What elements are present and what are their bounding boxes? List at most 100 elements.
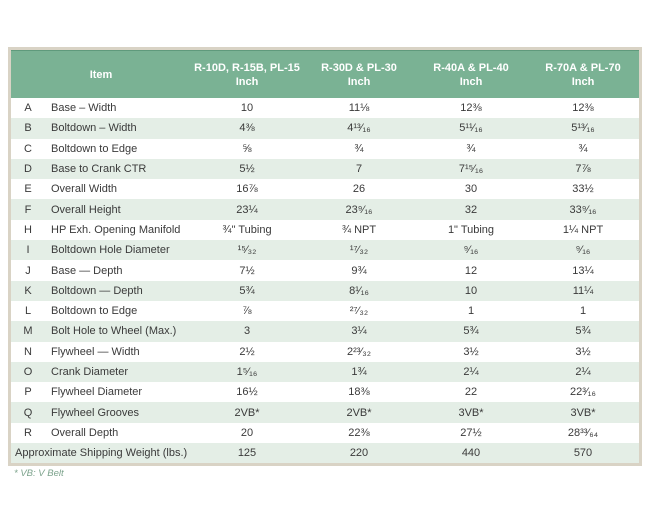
row-value: 28³³⁄₆₄ bbox=[567, 426, 599, 439]
row-letter: A bbox=[24, 102, 32, 115]
row-value: 8¹⁄₁₆ bbox=[349, 284, 369, 297]
row-letter: O bbox=[23, 366, 33, 378]
row-value: 5¹¹⁄₁₆ bbox=[459, 122, 483, 135]
row-letter: D bbox=[24, 163, 32, 176]
table-row: A Base – Width 10 11⅛ 12⅜ 12⅜ bbox=[11, 98, 639, 118]
row-value: ¹⁷⁄₃₂ bbox=[349, 244, 369, 257]
row-letter: L bbox=[24, 305, 32, 318]
spec-table: Item R-10D, R-15B, PL-15 Inch R-30D & PL-3… bbox=[8, 47, 642, 467]
row-item-label: Boltdown to Edge bbox=[51, 142, 138, 155]
table-row: I Boltdown Hole Diameter ¹⁵⁄₃₂ ¹⁷⁄₃₂ ⁹⁄₁₆ ⁹⁄₁… bbox=[11, 240, 639, 261]
row-value: 7 bbox=[355, 163, 363, 176]
row-value: ²⁷⁄₃₂ bbox=[349, 305, 369, 318]
table-row: C Boltdown to Edge ⅝ ¾ ¾ ¾ bbox=[11, 139, 639, 159]
row-value: 1¼ NPT bbox=[562, 223, 604, 236]
row-value: 32 bbox=[464, 203, 478, 216]
row-item-label: Overall Depth bbox=[51, 426, 119, 439]
row-item-label: Boltdown to Edge bbox=[51, 305, 138, 318]
row-item-label: Boltdown — Depth bbox=[51, 284, 143, 297]
row-value: 3½ bbox=[575, 345, 591, 358]
row-letter: K bbox=[24, 284, 32, 297]
table-row: O Crank Diameter 1⁵⁄₁₆ 1¾ 2¼ 2¼ bbox=[11, 361, 639, 383]
row-value: 3 bbox=[243, 325, 251, 338]
row-value: 1⁵⁄₁₆ bbox=[236, 366, 258, 378]
row-letter: Q bbox=[23, 406, 33, 419]
row-value: 3VB* bbox=[458, 406, 484, 419]
row-value: 2½ bbox=[239, 345, 255, 358]
row-value: 3¼ bbox=[351, 325, 367, 338]
row-value: 7⅞ bbox=[575, 163, 591, 176]
row-item-label: HP Exh. Opening Manifold bbox=[51, 223, 181, 236]
row-value: 2VB* bbox=[346, 406, 372, 419]
row-item-label: Base to Crank CTR bbox=[51, 163, 147, 176]
row-letter: J bbox=[25, 264, 31, 277]
row-value: 5¾ bbox=[463, 325, 479, 338]
column-header-model-4: R-70A & PL-70 Inch bbox=[545, 61, 621, 88]
row-value: 12 bbox=[464, 264, 478, 277]
row-value: 5½ bbox=[239, 163, 255, 176]
column-header-model-3: R-40A & PL-40 Inch bbox=[433, 61, 509, 88]
row-value: 5¾ bbox=[239, 284, 255, 297]
row-item-label: Flywheel Grooves bbox=[51, 406, 140, 419]
row-item-label: Base – Width bbox=[51, 102, 117, 115]
row-letter: M bbox=[23, 325, 33, 338]
row-value: 33⁹⁄₁₆ bbox=[569, 203, 597, 216]
row-value: ⅞ bbox=[242, 305, 252, 318]
table-row: R Overall Depth 20 22⅜ 27½ 28³³⁄₆₄ bbox=[11, 423, 639, 443]
row-letter: E bbox=[24, 183, 32, 196]
row-value: ⁹⁄₁₆ bbox=[575, 244, 591, 257]
table-row: L Boltdown to Edge ⅞ ²⁷⁄₃₂ 1 1 bbox=[11, 301, 639, 321]
row-letter: C bbox=[24, 142, 32, 155]
row-value: 30 bbox=[464, 183, 478, 196]
row-value: 2¼ bbox=[463, 366, 479, 378]
row-value: 16½ bbox=[236, 386, 258, 399]
table-header-row: Item R-10D, R-15B, PL-15 Inch R-30D & PL-3… bbox=[11, 50, 639, 98]
row-value: ¾" Tubing bbox=[222, 223, 272, 236]
row-value: 23¼ bbox=[236, 203, 258, 216]
row-value: 12⅜ bbox=[460, 102, 482, 115]
row-value: ¾ bbox=[466, 142, 476, 155]
table-row: E Overall Width 16⅞ 26 30 33½ bbox=[11, 179, 639, 199]
row-value: 1 bbox=[467, 305, 475, 318]
table-row: J Base — Depth 7½ 9¾ 12 13¼ bbox=[11, 260, 639, 280]
row-item-label: Overall Width bbox=[51, 183, 118, 196]
row-value: 7¹⁵⁄₁₆ bbox=[458, 163, 484, 176]
table-body: A Base – Width 10 11⅛ 12⅜ 12⅜ B Boltdown – Widt… bbox=[11, 98, 639, 443]
row-item-label: Boltdown Hole Diameter bbox=[51, 244, 170, 257]
row-letter: H bbox=[24, 223, 32, 236]
row-item-label: Overall Height bbox=[51, 203, 121, 216]
footnote-vbelt: * VB: V Belt bbox=[14, 468, 64, 479]
row-item-label: Flywheel — Width bbox=[51, 345, 140, 358]
row-item-label: Crank Diameter bbox=[51, 366, 129, 378]
row-value: 5¹³⁄₁₆ bbox=[571, 122, 595, 135]
row-value: 1 bbox=[579, 305, 587, 318]
row-value: 10 bbox=[240, 102, 254, 115]
row-letter: B bbox=[24, 122, 32, 135]
row-value: 7½ bbox=[239, 264, 255, 277]
row-value: 11¼ bbox=[572, 284, 594, 297]
row-letter: R bbox=[24, 426, 32, 439]
row-value: 13¼ bbox=[572, 264, 594, 277]
row-value: 26 bbox=[352, 183, 366, 196]
shipping-weight-label: Approximate Shipping Weight (lbs.) bbox=[15, 447, 188, 460]
row-value: ⁹⁄₁₆ bbox=[463, 244, 479, 257]
row-letter: I bbox=[26, 244, 30, 257]
row-value: 2¼ bbox=[575, 366, 591, 378]
row-value: 22⅜ bbox=[348, 426, 370, 439]
row-item-label: Base — Depth bbox=[51, 264, 123, 277]
row-value: 2VB* bbox=[234, 406, 260, 419]
row-value: ¾ bbox=[578, 142, 588, 155]
table-row: M Bolt Hole to Wheel (Max.) 3 3¼ 5¾ 5¾ bbox=[11, 321, 639, 342]
row-value: 4¹³⁄₁₆ bbox=[347, 122, 371, 135]
table-row: H HP Exh. Opening Manifold ¾" Tubing ¾ NPT 1… bbox=[11, 220, 639, 240]
row-value: 12⅜ bbox=[572, 102, 594, 115]
table-row: D Base to Crank CTR 5½ 7 7¹⁵⁄₁₆ 7⅞ bbox=[11, 158, 639, 180]
row-value: ¹⁵⁄₃₂ bbox=[237, 244, 257, 257]
table-row: K Boltdown — Depth 5¾ 8¹⁄₁₆ 10 11¼ bbox=[11, 280, 639, 301]
row-letter: F bbox=[24, 203, 32, 216]
row-value: 9¾ bbox=[351, 264, 367, 277]
row-value: 5¾ bbox=[575, 325, 591, 338]
row-value: 22³⁄₁₆ bbox=[570, 386, 596, 399]
row-value: 11⅛ bbox=[348, 102, 370, 115]
row-value: 10 bbox=[464, 284, 478, 297]
